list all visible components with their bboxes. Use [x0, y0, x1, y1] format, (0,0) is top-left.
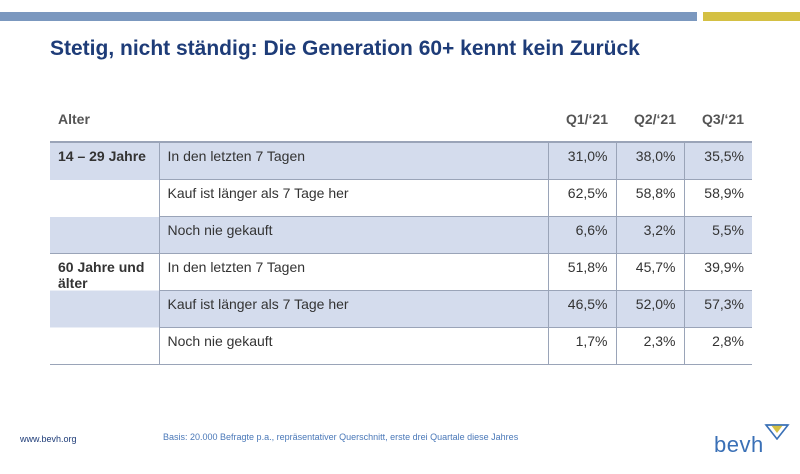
header-q3: Q3/‘21: [684, 97, 752, 143]
value-cell: 58,9%: [683, 179, 752, 217]
value-cell: 35,5%: [683, 142, 752, 180]
header-category: [159, 97, 548, 143]
value-cell: 6,6%: [547, 216, 616, 254]
survey-table: Alter Q1/‘21 Q2/‘21 Q3/‘21 14 – 29 Jahre…: [50, 97, 752, 365]
page-title: Stetig, nicht ständig: Die Generation 60…: [50, 37, 640, 60]
table-row: Noch nie gekauft 1,7% 2,3% 2,8%: [50, 327, 752, 365]
value-cell: 1,7%: [547, 327, 616, 365]
category-cell: Noch nie gekauft: [158, 216, 548, 254]
header-q1: Q1/‘21: [548, 97, 616, 143]
value-cell: 2,3%: [615, 327, 684, 365]
value-cell: 51,8%: [547, 253, 616, 291]
value-cell: 38,0%: [615, 142, 684, 180]
value-cell: 58,8%: [615, 179, 684, 217]
value-cell: 62,5%: [547, 179, 616, 217]
category-cell: Kauf ist länger als 7 Tage her: [158, 179, 548, 217]
table-row: 14 – 29 Jahre In den letzten 7 Tagen 31,…: [50, 142, 752, 254]
category-cell: In den letzten 7 Tagen: [158, 253, 548, 291]
value-cell: 3,2%: [615, 216, 684, 254]
table-row: Kauf ist länger als 7 Tage her 62,5% 58,…: [50, 179, 752, 217]
category-cell: Kauf ist länger als 7 Tage her: [158, 290, 548, 328]
value-cell: 45,7%: [615, 253, 684, 291]
bevh-logo-mark-icon: [764, 424, 790, 440]
value-cell: 46,5%: [547, 290, 616, 328]
value-cell: 57,3%: [683, 290, 752, 328]
footer-url[interactable]: www.bevh.org: [20, 434, 77, 444]
header-alter: Alter: [50, 97, 159, 143]
group-label: 14 – 29 Jahre: [50, 142, 159, 254]
group-label: 60 Jahre und älter: [50, 253, 159, 365]
category-cell: In den letzten 7 Tagen: [158, 142, 548, 180]
value-cell: 5,5%: [683, 216, 752, 254]
top-bar-accent: [703, 12, 800, 21]
table-row: 60 Jahre und älter In den letzten 7 Tage…: [50, 253, 752, 365]
footer-note: Basis: 20.000 Befragte p.a., repräsentat…: [163, 432, 519, 442]
value-cell: 39,9%: [683, 253, 752, 291]
category-cell: Noch nie gekauft: [158, 327, 548, 365]
value-cell: 31,0%: [547, 142, 616, 180]
bevh-logo: bevh: [714, 422, 794, 462]
table-header-row: Alter Q1/‘21 Q2/‘21 Q3/‘21: [50, 97, 752, 143]
logo-text: bevh: [714, 432, 764, 457]
value-cell: 52,0%: [615, 290, 684, 328]
header-q2: Q2/‘21: [616, 97, 684, 143]
value-cell: 2,8%: [683, 327, 752, 365]
table-row: Kauf ist länger als 7 Tage her 46,5% 52,…: [50, 290, 752, 328]
table-row: Noch nie gekauft 6,6% 3,2% 5,5%: [50, 216, 752, 254]
top-bar: [0, 12, 697, 21]
